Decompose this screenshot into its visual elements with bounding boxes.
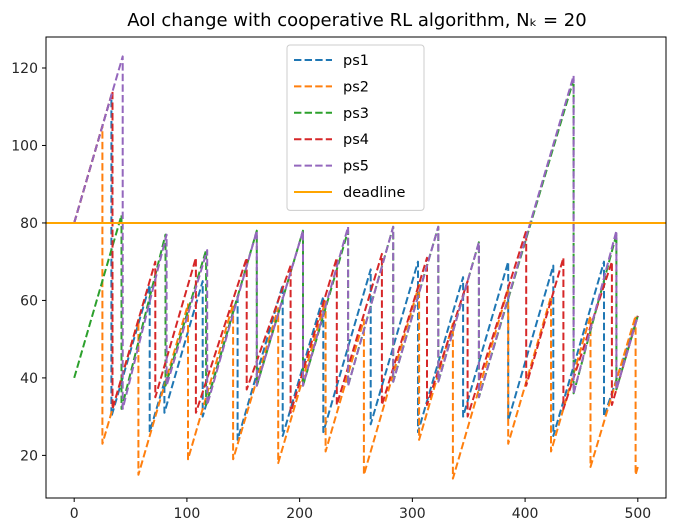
series-line-ps4	[73, 90, 639, 418]
x-tick-label: 400	[512, 506, 539, 522]
legend-label-ps1: ps1	[343, 53, 369, 69]
legend-label-ps5: ps5	[343, 159, 369, 175]
x-tick-label: 200	[286, 506, 313, 522]
series-line-ps5	[73, 55, 639, 410]
legend: ps1 ps2 ps3 ps4 ps5 deadline	[286, 44, 425, 211]
y-tick-label: 20	[20, 448, 38, 464]
x-tick-label: 100	[174, 506, 201, 522]
x-tick-label: 0	[70, 506, 79, 522]
legend-label-deadline: deadline	[343, 185, 405, 201]
y-tick-label: 120	[11, 61, 38, 77]
legend-label-ps2: ps2	[343, 79, 369, 95]
plot-area	[46, 55, 666, 480]
y-tick-label: 80	[20, 216, 38, 232]
x-tick-label: 500	[624, 506, 651, 522]
ticks-layer: 0 100 200 300 400 500 20 40 60 80 100 120	[11, 61, 651, 522]
chart-title: AoI change with cooperative RL algorithm…	[127, 10, 586, 31]
legend-label-ps3: ps3	[343, 106, 369, 122]
series-line-ps1	[73, 94, 639, 441]
axes-frame	[45, 36, 667, 499]
x-tick-label: 300	[399, 506, 426, 522]
y-tick-label: 100	[11, 138, 38, 154]
axes-border	[45, 36, 667, 499]
legend-label-ps4: ps4	[343, 132, 369, 148]
y-tick-label: 40	[20, 371, 38, 387]
y-tick-label: 60	[20, 293, 38, 309]
